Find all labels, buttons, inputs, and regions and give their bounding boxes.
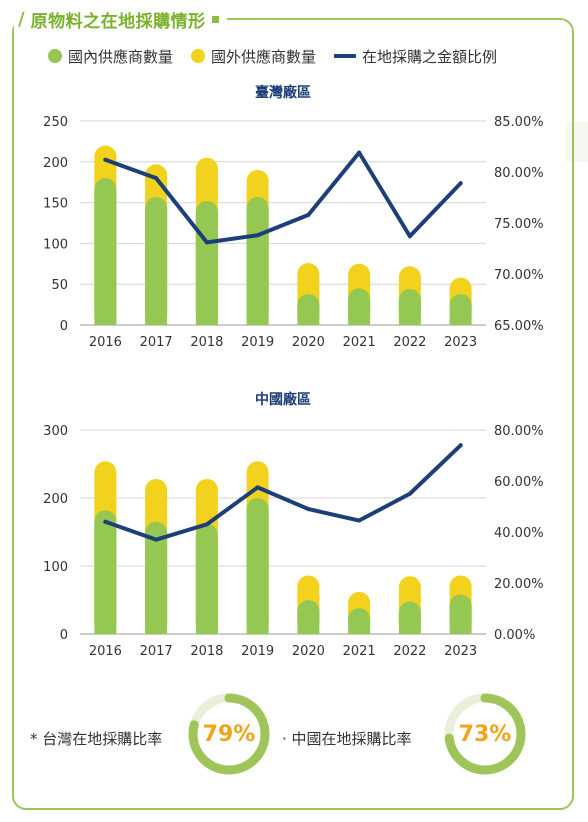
title-slash-icon: / — [18, 8, 25, 30]
legend-domestic-dot-icon — [48, 49, 62, 63]
legend-foreign-dot-icon — [191, 49, 206, 63]
cn-ratio-point-2023 — [458, 443, 463, 448]
page-title: 原物料之在地採購情形 — [30, 11, 206, 32]
cn-bar-domestic-base-2020 — [297, 611, 320, 634]
cn-ratio-point-2016 — [103, 519, 108, 524]
tw-bar-domestic-base-2016 — [94, 189, 117, 325]
legend-ratio-line-icon — [334, 54, 357, 58]
tw-y-right-tick: 75.00% — [494, 217, 544, 232]
cn-ratio-line — [103, 443, 463, 542]
cn-bar-domestic-base-2019 — [246, 509, 269, 634]
title-square-icon — [211, 15, 219, 23]
legend-item-ratio: 在地採購之金額比例 — [334, 46, 497, 67]
tw-y-left-tick: 50 — [51, 278, 68, 293]
tw-ratio-point-2019 — [255, 233, 260, 238]
tw-x-tick-2023: 2023 — [444, 335, 477, 350]
tw-ratio-line — [103, 150, 463, 245]
cn-ratio-point-2018 — [204, 522, 209, 527]
cn-x-tick-2016: 2016 — [89, 644, 122, 659]
tw-bar-domestic-base-2022 — [398, 300, 421, 325]
tw-ratio-point-2020 — [306, 212, 311, 217]
cn-y-right-tick: 20.00% — [494, 577, 544, 592]
tw-x-tick-2022: 2022 — [393, 335, 426, 350]
cn-y-right-tick: 80.00% — [494, 424, 544, 439]
tw-y-left-tick: 0 — [60, 319, 68, 334]
tw-x-tick-2018: 2018 — [190, 335, 223, 350]
legend-item-foreign: 國外供應商數量 — [191, 46, 316, 67]
legend-item-domestic: 國內供應商數量 — [48, 46, 173, 67]
cn-y-right-tick: 40.00% — [494, 526, 544, 541]
tw-x-tick-2019: 2019 — [241, 335, 274, 350]
legend-ratio-label: 在地採購之金額比例 — [362, 47, 498, 66]
taiwan-ratio-value: 79% — [202, 722, 256, 747]
cn-x-tick-2022: 2022 — [393, 644, 426, 659]
china-local-ratio-label: · 中國在地採購比率 — [282, 730, 412, 748]
cn-y-right-tick: 60.00% — [494, 475, 544, 490]
tw-y-right-tick: 65.00% — [494, 319, 544, 334]
china-ratio-value: 73% — [458, 722, 512, 747]
tw-y-left-tick: 100 — [43, 237, 68, 252]
tw-y-right-tick: 70.00% — [494, 268, 544, 283]
tw-y-right-tick: 80.00% — [494, 166, 544, 181]
tw-bar-domestic-base-2023 — [449, 304, 472, 325]
title-dotted-line — [255, 18, 273, 20]
tw-x-tick-2017: 2017 — [140, 335, 173, 350]
cn-x-tick-2020: 2020 — [292, 644, 325, 659]
cn-bar-domestic-base-2018 — [195, 534, 218, 634]
cn-x-tick-2021: 2021 — [343, 644, 376, 659]
taiwan-ratio-ring — [188, 693, 270, 775]
cn-y-right-tick: 0.00% — [494, 628, 535, 643]
tw-ratio-point-2022 — [407, 234, 412, 239]
cn-ratio-point-2022 — [407, 491, 412, 496]
cn-ratio-point-2017 — [154, 537, 159, 542]
tw-y-left-tick: 200 — [43, 156, 68, 171]
corner-decoration — [566, 122, 588, 162]
cn-ratio-point-2021 — [357, 518, 362, 523]
tw-y-left-tick: 150 — [43, 197, 68, 212]
tw-bar-domestic-base-2017 — [145, 207, 168, 325]
tw-y-right-tick: 85.00% — [494, 115, 544, 130]
cn-bar-domestic-base-2022 — [398, 612, 421, 634]
cn-bar-domestic-base-2023 — [449, 605, 472, 634]
tw-ratio-point-2017 — [154, 176, 159, 181]
tw-x-tick-2016: 2016 — [89, 335, 122, 350]
cn-chart-title: 中國廠區 — [255, 391, 311, 408]
cn-x-tick-2017: 2017 — [140, 644, 173, 659]
chart-legend: 國內供應商數量 國外供應商數量 在地採購之金額比例 — [48, 45, 568, 67]
legend-foreign-label: 國外供應商數量 — [211, 47, 317, 66]
china-ratio-ring-arc — [444, 693, 526, 775]
cn-y-left-tick: 200 — [43, 492, 68, 507]
china-chart: 中國廠區 0 100 200 300 0.00% 20.00% 40.00% 60.00% 80.… — [43, 391, 544, 659]
cn-x-tick-2023: 2023 — [444, 644, 477, 659]
cn-ratio-point-2020 — [306, 507, 311, 512]
taiwan-local-ratio-label: * 台灣在地採購比率 — [30, 730, 163, 748]
china-ratio-ring — [444, 693, 526, 775]
content-frame — [12, 18, 574, 810]
cn-y-left-tick: 100 — [43, 560, 68, 575]
taiwan-ratio-ring-arc — [188, 693, 270, 775]
legend-domestic-label: 國內供應商數量 — [68, 47, 174, 66]
tw-ratio-point-2023 — [458, 181, 463, 186]
cn-bar-domestic-base-2016 — [94, 521, 117, 634]
tw-bar-domestic-base-2020 — [297, 304, 320, 325]
cn-y-left-tick: 0 — [60, 628, 68, 643]
taiwan-chart: 臺灣廠區 0 50 100 150 200 250 65.00% 70.00% 75.00% 80.… — [43, 84, 544, 350]
cn-y-left-tick: 300 — [43, 424, 68, 439]
tw-ratio-point-2021 — [357, 150, 362, 155]
tw-ratio-point-2018 — [204, 240, 209, 245]
cn-x-tick-2018: 2018 — [190, 644, 223, 659]
cn-ratio-point-2019 — [255, 485, 260, 490]
section-title: / 原物料之在地採購情形 — [14, 6, 227, 32]
cn-bar-domestic-base-2017 — [145, 532, 168, 634]
tw-chart-title: 臺灣廠區 — [255, 84, 311, 101]
tw-ratio-point-2016 — [103, 157, 108, 162]
cn-bar-domestic-base-2021 — [348, 619, 371, 634]
tw-bar-domestic-base-2021 — [348, 299, 371, 325]
cn-x-tick-2019: 2019 — [241, 644, 274, 659]
tw-x-tick-2021: 2021 — [343, 335, 376, 350]
tw-y-left-tick: 250 — [43, 115, 68, 130]
tw-x-tick-2020: 2020 — [292, 335, 325, 350]
